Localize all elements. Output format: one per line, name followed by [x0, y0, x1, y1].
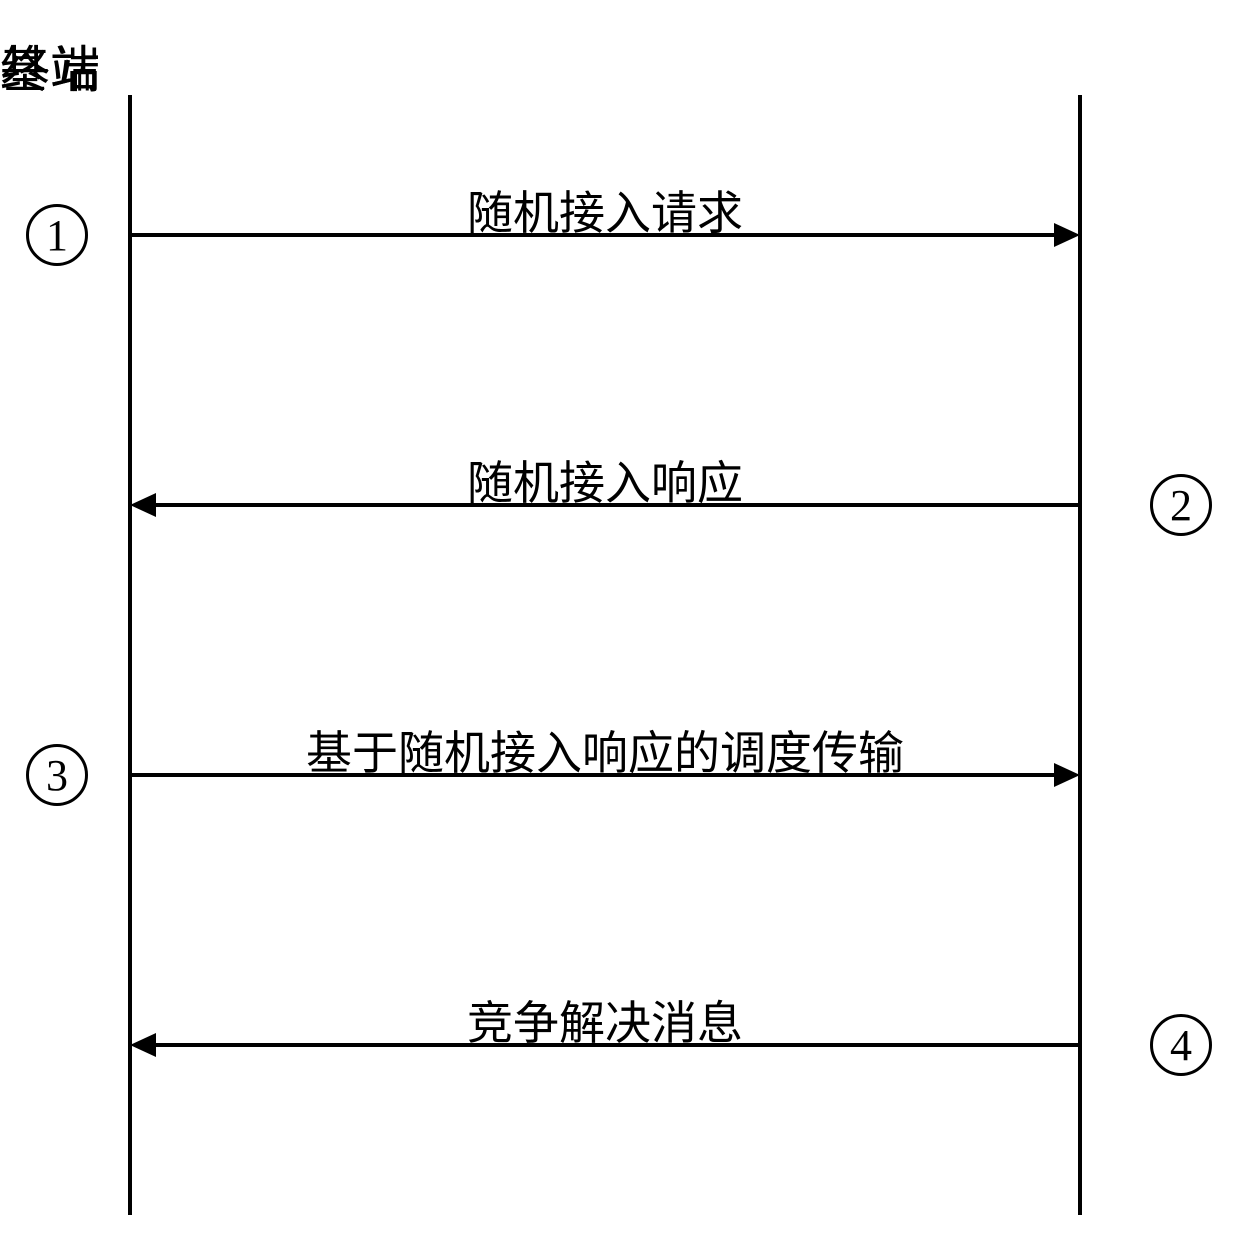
message-label-4: 竞争解决消息: [467, 987, 743, 1053]
message-arrowhead-1: [1054, 223, 1080, 247]
message-arrowhead-3: [1054, 763, 1080, 787]
sequence-diagram: 终端 基站 随机接入请求1随机接入响应2基于随机接入响应的调度传输3竞争解决消息…: [0, 0, 1240, 1241]
step-badge-number: 3: [46, 750, 68, 801]
step-badge-2: 2: [1150, 474, 1212, 536]
step-badge-1: 1: [26, 204, 88, 266]
message-label-3: 基于随机接入响应的调度传输: [306, 717, 904, 783]
step-badge-number: 1: [46, 210, 68, 261]
message-arrowhead-4: [130, 1033, 156, 1057]
step-badge-4: 4: [1150, 1014, 1212, 1076]
lifeline-right: [1078, 95, 1082, 1215]
step-badge-3: 3: [26, 744, 88, 806]
participant-right-label: 基站: [0, 30, 100, 102]
message-label-1: 随机接入请求: [467, 177, 743, 243]
step-badge-number: 4: [1170, 1020, 1192, 1071]
message-label-2: 随机接入响应: [467, 447, 743, 513]
step-badge-number: 2: [1170, 480, 1192, 531]
message-arrowhead-2: [130, 493, 156, 517]
